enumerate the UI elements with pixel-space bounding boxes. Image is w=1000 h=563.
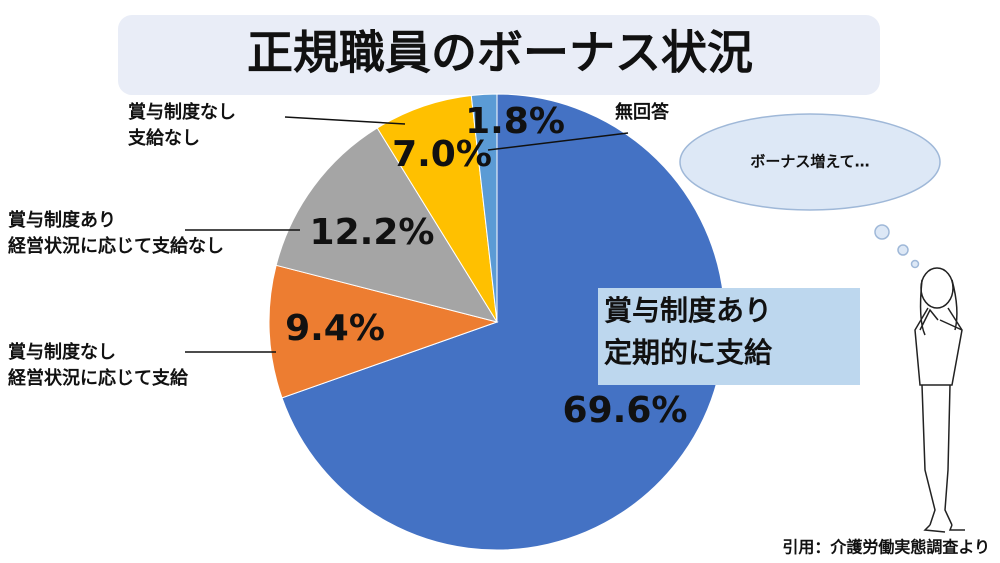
- pie-slice: [275, 127, 499, 323]
- value-label: 1.8%: [465, 101, 565, 142]
- category-label: 賞与制度なし 経営状況に応じて支給: [8, 342, 188, 390]
- value-label: 7.0%: [392, 134, 492, 175]
- pie-slice: [281, 93, 726, 551]
- value-label: 9.4%: [285, 308, 385, 349]
- value-label: 69.6%: [563, 390, 688, 431]
- thought-bubble: [679, 113, 941, 269]
- category-label: 賞与制度あり 経営状況に応じて支給なし: [8, 210, 224, 258]
- pie-slice: [268, 264, 499, 399]
- leader-line: [284, 116, 406, 125]
- pie-slice: [470, 93, 498, 323]
- woman-figure: [914, 267, 965, 533]
- leader-line: [487, 132, 629, 151]
- title-box: [118, 15, 880, 95]
- category-label: 賞与制度なし 支給なし: [128, 102, 236, 150]
- source: 引用：介護労働実態調査より: [782, 538, 990, 557]
- value-label: 12.2%: [310, 212, 435, 253]
- category-label: 無回答: [615, 102, 669, 123]
- thought-text: ボーナス増えて…: [750, 153, 869, 171]
- chart-title: 正規職員のボーナス状況: [247, 26, 753, 80]
- category-label: 賞与制度あり 定期的に支給: [598, 288, 860, 385]
- pie: [268, 93, 726, 551]
